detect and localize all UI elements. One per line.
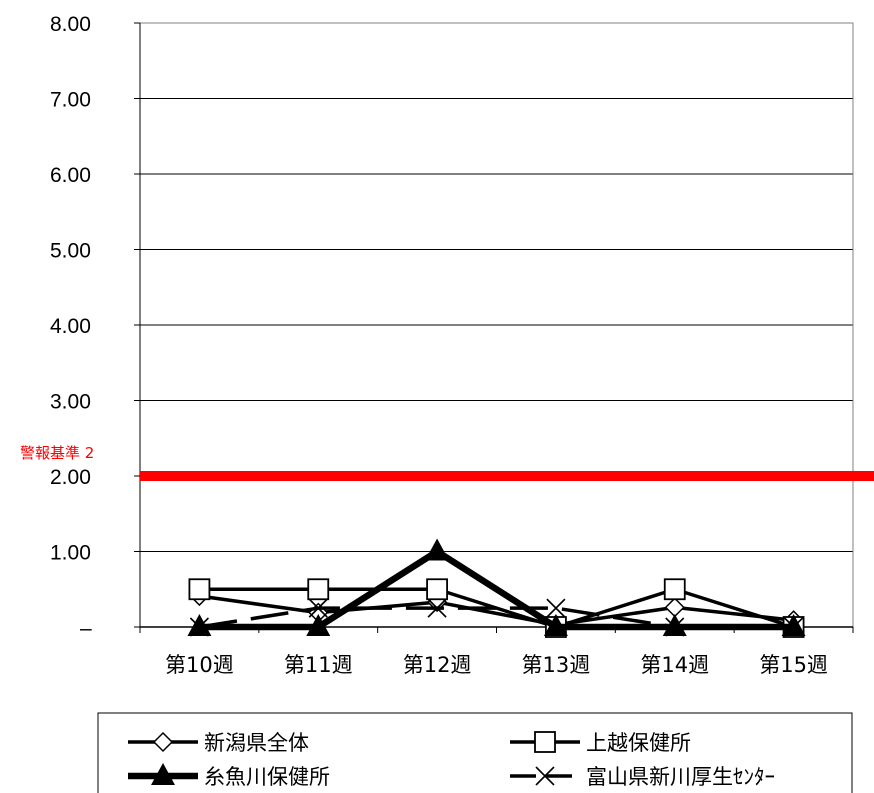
data-point xyxy=(663,578,686,601)
y-tick-label: – xyxy=(80,617,92,640)
data-point xyxy=(664,597,685,618)
legend-item: 富山県新川厚生ｾﾝﾀｰ xyxy=(510,765,775,789)
data-point xyxy=(308,598,328,618)
data-point xyxy=(306,614,331,636)
y-tick-label: 6.00 xyxy=(50,164,91,187)
x-tick-label: 第11週 xyxy=(284,653,353,677)
data-point xyxy=(151,763,175,785)
alert-threshold: 警報基準 2 xyxy=(20,444,874,481)
legend-label: 上越保健所 xyxy=(586,731,691,755)
x-tick-label: 第10週 xyxy=(165,653,234,677)
x-tick-label: 第12週 xyxy=(403,653,472,677)
series-layer xyxy=(187,538,806,638)
data-point xyxy=(188,578,211,601)
legend-item: 糸魚川保健所 xyxy=(128,763,330,789)
data-point xyxy=(781,614,806,636)
data-point xyxy=(784,617,804,637)
data-point xyxy=(427,598,447,618)
series-3 xyxy=(187,538,806,636)
series-4 xyxy=(189,598,804,637)
y-tick-label: 3.00 xyxy=(50,391,91,414)
data-point xyxy=(535,766,555,786)
legend-item: 上越保健所 xyxy=(510,731,691,755)
y-tick-label: 8.00 xyxy=(50,13,91,36)
data-point xyxy=(152,731,174,753)
data-point xyxy=(665,617,685,637)
data-point xyxy=(534,731,556,753)
x-axis: 第10週 第11週 第12週 第13週 第14週 第15週 xyxy=(139,626,854,677)
y-tick-label: 4.00 xyxy=(50,315,91,338)
data-point xyxy=(425,538,450,561)
legend-label: 糸魚川保健所 xyxy=(204,765,330,789)
y-tick-label: 5.00 xyxy=(50,240,91,263)
data-point xyxy=(662,614,687,636)
data-point xyxy=(543,614,568,636)
data-point xyxy=(426,578,448,601)
series-line xyxy=(199,606,794,629)
y-axis: – 1.00 2.00 3.00 4.00 5.00 6.00 7.00 8.00 xyxy=(50,13,141,640)
legend-item: 新潟県全体 xyxy=(128,731,309,755)
data-point xyxy=(546,598,566,618)
series-line xyxy=(199,587,795,629)
y-tick-label: 2.00 xyxy=(50,466,91,489)
x-tick-label: 第13週 xyxy=(522,653,591,677)
legend-label: 新潟県全体 xyxy=(204,731,309,755)
data-point xyxy=(189,617,209,637)
alert-threshold-label: 警報基準 2 xyxy=(20,444,94,462)
legend-box xyxy=(97,712,853,793)
x-tick-label: 第15週 xyxy=(759,653,828,677)
data-point xyxy=(187,614,212,636)
legend-label: 富山県新川厚生ｾﾝﾀｰ xyxy=(586,765,775,789)
x-tick-label: 第14週 xyxy=(640,653,709,677)
y-tick-label: 1.00 xyxy=(50,542,91,565)
series-line xyxy=(199,594,794,627)
data-point xyxy=(307,578,330,601)
y-tick-label: 7.00 xyxy=(50,89,91,112)
